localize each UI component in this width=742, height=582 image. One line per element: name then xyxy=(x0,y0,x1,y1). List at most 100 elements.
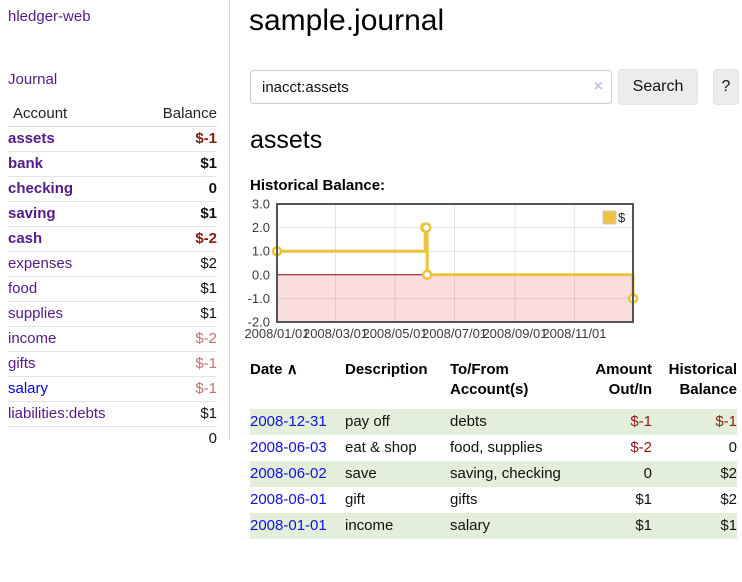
app-title-link[interactable]: hledger-web xyxy=(8,8,91,25)
account-balance: $-2 xyxy=(138,326,217,352)
transaction-description: gift xyxy=(345,491,366,508)
register-header-description: Description xyxy=(345,361,428,378)
transaction-amount: 0 xyxy=(580,461,652,487)
transaction-balance: $-1 xyxy=(652,409,737,435)
transaction-date-link[interactable]: 2008-12-31 xyxy=(250,413,327,430)
transaction-amount: $1 xyxy=(635,491,652,508)
register-header-accounts: To/From Account(s) xyxy=(450,361,529,398)
account-balance: $2 xyxy=(138,251,217,277)
svg-text:2008/07/01: 2008/07/01 xyxy=(422,326,487,341)
account-row-cash: cash $-2 xyxy=(8,226,217,252)
accounts-total-row: 0 xyxy=(8,426,217,451)
account-balance: $1 xyxy=(138,151,217,177)
register-row: 2008-12-31 pay off debts $-1 $-1 xyxy=(250,409,737,435)
account-balance: $-1 xyxy=(138,376,217,402)
account-link-cash[interactable]: cash xyxy=(8,230,43,247)
transaction-date-link[interactable]: 2008-06-02 xyxy=(250,465,327,482)
sort-ascending-icon[interactable]: ∧ xyxy=(286,361,298,378)
transaction-accounts: food, supplies xyxy=(450,439,543,456)
transaction-balance: 0 xyxy=(728,439,737,456)
transaction-accounts: salary xyxy=(450,513,580,539)
account-link-expenses[interactable]: expenses xyxy=(8,255,73,272)
account-balance: $-1 xyxy=(138,351,217,377)
transaction-description: pay off xyxy=(345,409,450,435)
svg-text:2008/01/01: 2008/01/01 xyxy=(244,326,309,341)
svg-text:3.0: 3.0 xyxy=(252,197,270,212)
main-content: sample.journal × Search ? assets Histori… xyxy=(244,0,742,539)
account-link-saving[interactable]: saving xyxy=(8,205,56,222)
register-header-date[interactable]: Date ∧ xyxy=(250,361,298,378)
register-row: 2008-06-02 save saving, checking 0 $2 xyxy=(250,461,737,487)
transaction-date-link[interactable]: 2008-06-01 xyxy=(250,491,327,508)
svg-text:2008/11/01: 2008/11/01 xyxy=(542,326,606,341)
account-row-expenses: expenses $2 xyxy=(8,251,217,277)
account-balance: $-2 xyxy=(138,226,217,252)
account-row-liabilities-debts: liabilities:debts $1 xyxy=(8,401,217,427)
account-balance: $1 xyxy=(138,201,217,227)
register-row: 2008-06-01 gift gifts $1 $2 xyxy=(250,487,737,513)
account-link-salary[interactable]: salary xyxy=(8,380,49,397)
account-balance: 0 xyxy=(138,176,217,202)
account-link-supplies[interactable]: supplies xyxy=(8,305,64,322)
sidebar: hledger-web Journal Account Balance asse… xyxy=(0,0,230,451)
account-link-food[interactable]: food xyxy=(8,280,38,297)
register-header-balance: Historical Balance xyxy=(668,361,737,398)
account-link-income[interactable]: income xyxy=(8,330,57,347)
accounts-total: 0 xyxy=(138,426,217,451)
account-link-liabilities-debts[interactable]: liabilities:debts xyxy=(8,405,106,422)
search-input[interactable] xyxy=(250,70,612,104)
account-balance: $1 xyxy=(138,276,217,302)
register-header-amount: Amount Out/In xyxy=(595,361,652,398)
account-row-assets: assets $-1 xyxy=(8,126,217,152)
account-row-income: income $-2 xyxy=(8,326,217,352)
account-row-salary: salary $-1 xyxy=(8,376,217,402)
transaction-amount: $-2 xyxy=(630,439,652,456)
svg-text:2008/09/01: 2008/09/01 xyxy=(482,326,547,341)
historical-balance-chart: $3.0 2.0 1.0 0.0 -1.0 -2.0 2008/01/01 2008/03/0… xyxy=(244,197,742,345)
accounts-table: Account Balance assets $-1 bank $1 checkin… xyxy=(8,102,217,451)
svg-text:1.0: 1.0 xyxy=(252,244,270,259)
help-button[interactable]: ? xyxy=(713,69,739,105)
accounts-header-account: Account xyxy=(8,102,139,127)
account-link-checking[interactable]: checking xyxy=(8,180,74,197)
accounts-header-balance: Balance xyxy=(138,102,217,127)
transaction-amount: $-1 xyxy=(580,409,652,435)
svg-text:-2.0: -2.0 xyxy=(248,315,270,330)
account-row-gifts: gifts $-1 xyxy=(8,351,217,377)
account-row-food: food $1 xyxy=(8,276,217,302)
chart-title: Historical Balance: xyxy=(250,177,386,194)
account-link-assets[interactable]: assets xyxy=(8,130,55,147)
clear-search-icon[interactable]: × xyxy=(593,78,603,95)
account-row-saving: saving $1 xyxy=(8,201,217,227)
account-balance: $1 xyxy=(138,301,217,327)
svg-text:0.0: 0.0 xyxy=(252,267,270,282)
account-row-bank: bank $1 xyxy=(8,151,217,177)
svg-text:2.0: 2.0 xyxy=(252,220,270,235)
svg-text:2008/03/01: 2008/03/01 xyxy=(303,326,368,341)
search-bar: × Search ? xyxy=(250,69,742,105)
register-table: Date ∧ Description To/From Account(s) Am… xyxy=(250,360,737,539)
svg-text:-1.0: -1.0 xyxy=(248,291,270,306)
account-link-bank[interactable]: bank xyxy=(8,155,44,172)
transaction-amount: $1 xyxy=(580,513,652,539)
transaction-date-link[interactable]: 2008-01-01 xyxy=(250,517,327,534)
search-button[interactable]: Search xyxy=(618,69,698,105)
transaction-description: save xyxy=(345,461,450,487)
transaction-balance: $2 xyxy=(720,491,737,508)
svg-text:$: $ xyxy=(618,210,626,225)
account-balance: $-1 xyxy=(138,126,217,152)
account-balance: $1 xyxy=(138,401,217,427)
account-row-checking: checking 0 xyxy=(8,176,217,202)
transaction-accounts: debts xyxy=(450,409,580,435)
sidebar-item-journal[interactable]: Journal xyxy=(8,71,58,88)
transaction-date-link[interactable]: 2008-06-03 xyxy=(250,439,327,456)
transaction-description: eat & shop xyxy=(345,439,417,456)
account-row-supplies: supplies $1 xyxy=(8,301,217,327)
account-link-gifts[interactable]: gifts xyxy=(8,355,36,372)
account-heading: assets xyxy=(250,126,323,154)
transaction-description: income xyxy=(345,513,450,539)
transaction-balance: $2 xyxy=(652,461,737,487)
svg-text:2008/05/01: 2008/05/01 xyxy=(362,326,427,341)
transaction-accounts: gifts xyxy=(450,491,478,508)
transaction-balance: $1 xyxy=(652,513,737,539)
